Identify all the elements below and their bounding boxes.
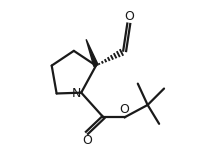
Polygon shape <box>86 39 98 66</box>
Text: O: O <box>124 10 134 23</box>
Text: O: O <box>82 134 92 147</box>
Text: O: O <box>120 103 130 116</box>
Text: N: N <box>72 87 81 101</box>
